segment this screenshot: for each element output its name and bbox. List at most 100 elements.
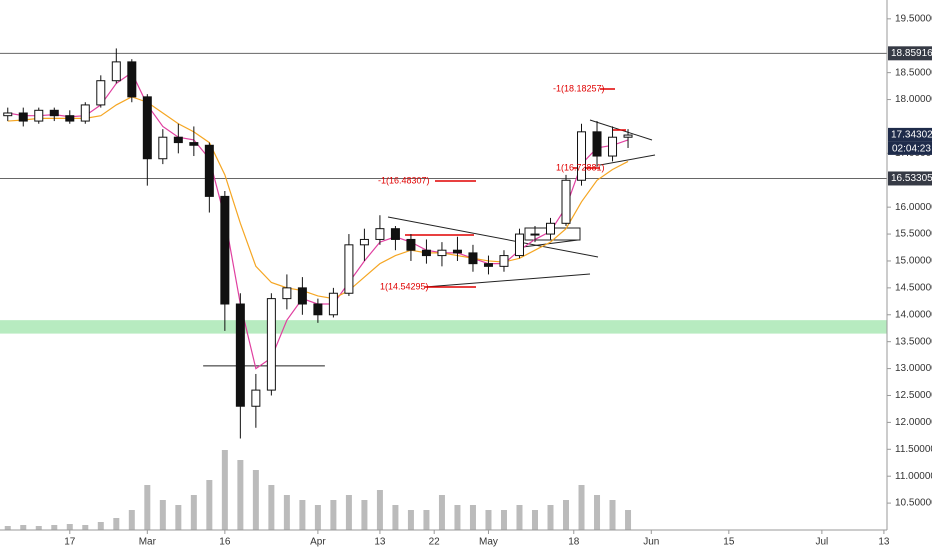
candle-body <box>80 104 90 122</box>
candle-body <box>158 136 168 160</box>
candle-body <box>96 80 106 106</box>
volume-bar <box>485 510 492 530</box>
volume-bar <box>609 500 616 530</box>
x-tick-label: Jun <box>643 537 659 548</box>
volume-bar <box>206 480 213 530</box>
volume-bar <box>314 505 321 530</box>
y-tick-label: 12.00000 <box>895 417 932 428</box>
x-tick-label: 16 <box>219 537 231 548</box>
volume-bar <box>268 485 275 530</box>
x-tick-label: Jul <box>815 537 828 548</box>
volume-bar <box>438 495 445 530</box>
volume-bar <box>175 505 182 530</box>
candle-body <box>173 136 183 144</box>
x-tick-label: 18 <box>568 537 580 548</box>
candle-body <box>328 292 338 316</box>
volume-bar <box>299 500 306 530</box>
y-tick-label: 15.50000 <box>895 229 932 240</box>
y-tick-label: 16.00000 <box>895 202 932 213</box>
volume-bar <box>547 505 554 530</box>
x-tick-label: 15 <box>723 537 735 548</box>
volume-bar <box>144 485 151 530</box>
candle-body <box>282 287 292 300</box>
y-tick-label: 13.00000 <box>895 363 932 374</box>
candle-body <box>390 228 400 240</box>
moving-average <box>7 96 629 300</box>
y-tick-label: 11.50000 <box>895 444 932 455</box>
plot <box>3 48 633 530</box>
volume-bar <box>252 470 259 530</box>
volume-bar <box>20 525 27 530</box>
volume-bar <box>190 495 197 530</box>
price-tag-label: 18.85916 <box>891 48 932 59</box>
volume-bar <box>594 495 601 530</box>
candle-body <box>452 249 462 254</box>
volume-bar <box>376 490 383 530</box>
volume-bar <box>97 522 104 530</box>
volume-bar <box>82 525 89 530</box>
price-tag <box>888 46 932 61</box>
y-tick-label: 10.50000 <box>895 498 932 509</box>
candle-body <box>251 389 261 407</box>
volume-bar <box>407 510 414 530</box>
volume-bar <box>423 510 430 530</box>
x-tick-label: 17 <box>64 537 76 548</box>
candle-body <box>406 238 416 251</box>
candle-body <box>577 131 587 181</box>
candle-body <box>344 244 354 294</box>
candle-body <box>545 222 555 235</box>
candle-body <box>608 136 618 157</box>
candle-body <box>189 142 199 146</box>
price-tag-label: 17.34302 <box>891 130 932 141</box>
candle-body <box>18 112 28 122</box>
y-tick-label: 14.50000 <box>895 283 932 294</box>
fib-label: 1(14.54295) <box>380 281 429 291</box>
volume-bar <box>563 500 570 530</box>
y-tick-label: 12.50000 <box>895 390 932 401</box>
trend-line <box>387 216 599 258</box>
candle-body <box>437 249 447 257</box>
volume-bar <box>361 500 368 530</box>
candle-body <box>204 144 214 197</box>
volume-bar <box>330 500 337 530</box>
volume-bar <box>625 510 632 530</box>
candle-body <box>499 255 509 267</box>
volume-bar <box>35 526 42 530</box>
volume-bar <box>531 510 538 530</box>
volume-bar <box>221 450 228 530</box>
x-tick-label: Mar <box>139 537 157 548</box>
x-tick-label: 13 <box>878 537 890 548</box>
countdown: 02:04:23 <box>892 144 931 155</box>
y-tick-label: 18.50000 <box>895 67 932 78</box>
volume-bar <box>51 525 58 530</box>
candle-body <box>359 238 369 246</box>
volume-bar <box>392 505 399 530</box>
candle-body <box>220 195 230 305</box>
candle-body <box>313 303 323 316</box>
volume-bar <box>113 518 120 530</box>
price-tag-label: 16.53305 <box>891 173 932 184</box>
candle-body <box>297 287 307 305</box>
price-tag <box>888 171 932 186</box>
x-tick-label: May <box>479 537 498 548</box>
y-tick-label: 18.00000 <box>895 94 932 105</box>
x-tick-label: Apr <box>310 537 326 548</box>
volume-bar <box>4 526 11 530</box>
candle-body <box>111 61 121 82</box>
fib-label: -1(16.48307) <box>378 175 430 185</box>
candle-body <box>65 115 75 122</box>
candle-body <box>266 298 276 391</box>
candle-body <box>49 109 59 117</box>
volume-bar <box>516 505 523 530</box>
volume-bar <box>454 505 461 530</box>
volume-bar <box>128 510 135 530</box>
price-axis-bg <box>887 0 932 550</box>
y-tick-label: 13.50000 <box>895 336 932 347</box>
candle-body <box>142 96 152 160</box>
candle-body <box>592 131 602 157</box>
volume-bar <box>345 495 352 530</box>
price-tag <box>888 127 932 142</box>
y-tick-label: 11.00000 <box>895 471 932 482</box>
trend-line <box>599 154 656 166</box>
candle-body <box>375 228 385 240</box>
